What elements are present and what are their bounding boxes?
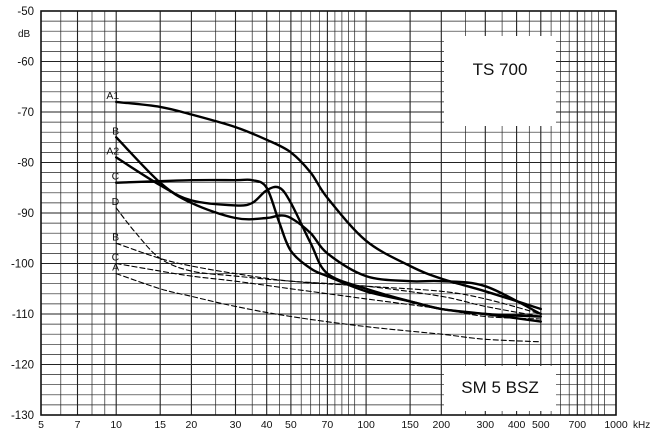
sm5bsz-box (444, 366, 556, 411)
series-line-solid-a2 (115, 156, 542, 323)
x-tick-label: 700 (569, 419, 587, 431)
ts700-label: TS 700 (473, 60, 528, 79)
sm5bsz-label: SM 5 BSZ (461, 378, 538, 397)
x-tick-label: 15 (154, 419, 166, 431)
x-unit-label: kHz (633, 420, 650, 431)
x-tick-label: 200 (433, 419, 451, 431)
x-tick-label: 150 (401, 419, 419, 431)
plot-frame (40, 10, 617, 416)
x-axis-ticks: 5 7 10 15 20 30 40 50 70 100 150 200 300 400 500 700 100… (38, 419, 628, 431)
series-line-dashed-c (115, 262, 542, 320)
series-line-dashed-d (115, 207, 542, 318)
series-label-solid-a1: A1 (106, 90, 119, 102)
x-tick-label: 20 (186, 419, 198, 431)
x-tick-label: 40 (261, 419, 273, 431)
series-line-dashed-b (115, 242, 542, 315)
y-tick-label: -130 (11, 410, 34, 422)
y-tick-label: -70 (17, 107, 34, 119)
x-tick-label: 70 (322, 419, 334, 431)
x-tick-label: 100 (357, 419, 375, 431)
y-tick-label: -100 (11, 259, 34, 271)
x-tick-label: 50 (285, 419, 297, 431)
series-label-dashed-a: A (112, 262, 119, 274)
x-tick-label: 7 (75, 419, 81, 431)
major-grid (41, 11, 616, 415)
x-tick-label: 400 (508, 419, 526, 431)
series-line-solid-b (115, 136, 542, 316)
y-tick-label: -80 (17, 158, 34, 170)
y-tick-label: -90 (17, 208, 34, 220)
series-label-solid-b: B (112, 125, 119, 137)
series-label-solid-a2: A2 (106, 145, 119, 157)
x-tick-label: 1000 (604, 419, 628, 431)
y-tick-label: -120 (11, 360, 34, 372)
series-label-solid-c: C (112, 171, 120, 183)
y-tick-label: -60 (17, 57, 34, 69)
x-tick-label: 5 (38, 419, 44, 431)
series-line-solid-a1 (115, 100, 542, 311)
y-unit-label: dB (18, 29, 31, 40)
x-tick-label: 10 (110, 419, 122, 431)
y-axis-ticks: -50 -60 -70 -80 -90 -100 -110 -120 -130 (11, 6, 34, 422)
series-label-dashed-b: B (112, 231, 119, 243)
series-label-dashed-c: C (112, 252, 120, 264)
series-label-dashed-d: D (112, 196, 120, 208)
x-tick-label: 300 (477, 419, 495, 431)
series-line-dashed-a (115, 273, 542, 343)
curves (115, 100, 542, 343)
x-tick-label: 30 (230, 419, 242, 431)
annotation-boxes: TS 700 SM 5 BSZ (444, 36, 556, 411)
y-tick-label: -110 (12, 309, 34, 321)
y-tick-label: -50 (17, 6, 34, 18)
x-tick-label: 500 (532, 419, 550, 431)
ts700-box (444, 36, 556, 126)
